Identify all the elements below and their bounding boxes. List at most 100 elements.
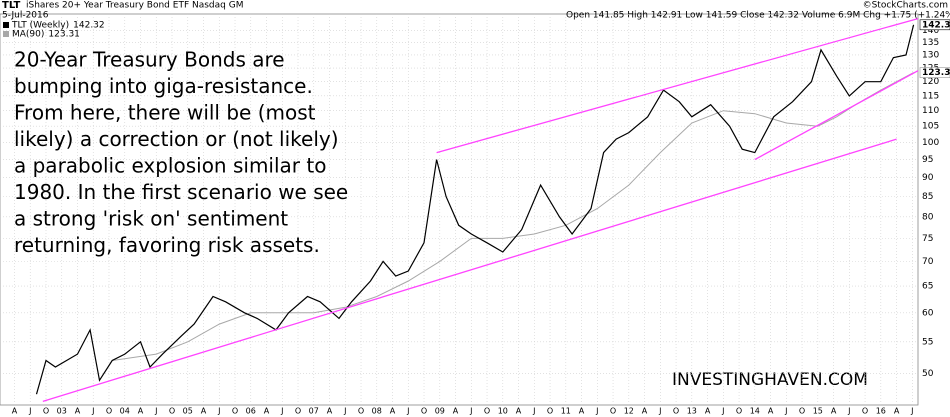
y-tick-label: 50 <box>922 369 934 379</box>
source: ©StockCharts.com <box>863 1 948 11</box>
x-tick-label: A <box>327 407 333 416</box>
x-tick-label: J <box>91 407 94 416</box>
x-tick-label: O <box>169 407 175 416</box>
x-tick-label: O <box>484 407 490 416</box>
x-tick-label: A <box>264 407 270 416</box>
value-tag <box>919 67 950 78</box>
x-tick-label: J <box>847 407 850 416</box>
x-tick-label: A <box>516 407 522 416</box>
x-tick-label: 11 <box>561 407 571 416</box>
watermark: INVESTINGHAVEN.COM <box>672 370 868 390</box>
x-tick-label: J <box>658 407 661 416</box>
legend-value: 123.31 <box>48 30 80 40</box>
x-tick-label: A <box>579 407 585 416</box>
x-tick-label: O <box>862 407 868 416</box>
x-tick-label: 06 <box>246 407 256 416</box>
x-tick-label: A <box>12 407 18 416</box>
annotation-line: returning, favoring risk assets. <box>14 233 320 257</box>
y-tick-label: 55 <box>922 337 933 347</box>
x-tick-label: J <box>784 407 787 416</box>
legend-swatch <box>3 22 9 28</box>
y-tick-label: 65 <box>922 282 933 292</box>
x-tick-label: O <box>673 407 679 416</box>
annotation-line: bumping into giga-resistance. <box>14 74 313 98</box>
x-tick-label: A <box>201 407 207 416</box>
annotation-line: 20-Year Treasury Bonds are <box>14 48 285 72</box>
x-tick-label: J <box>910 407 913 416</box>
x-tick-label: 12 <box>624 407 634 416</box>
symbol: TLT <box>2 0 21 11</box>
y-tick-label: 80 <box>922 212 934 222</box>
price-line <box>112 72 914 361</box>
x-tick-label: 09 <box>435 407 445 416</box>
x-tick-label: 10 <box>498 407 508 416</box>
y-tick-label: 110 <box>922 106 939 116</box>
x-tick-label: 16 <box>876 407 886 416</box>
x-tick-label: O <box>547 407 553 416</box>
x-tick-label: A <box>768 407 774 416</box>
x-tick-label: J <box>469 407 472 416</box>
quote: Open 141.85 High 142.91 Low 141.59 Close… <box>566 11 950 21</box>
x-tick-label: A <box>138 407 144 416</box>
x-tick-label: 07 <box>309 407 319 416</box>
annotation-line: likely) a correction or (not likely) <box>14 127 339 151</box>
legend-label: TLT (Weekly) <box>11 21 69 31</box>
y-tick-label: 135 <box>922 38 939 48</box>
x-tick-label: 04 <box>120 407 130 416</box>
x-tick-label: O <box>421 407 427 416</box>
y-tick-label: 100 <box>922 138 939 148</box>
value-tag-label: 142.32 <box>922 20 950 30</box>
y-tick-label: 90 <box>922 173 934 183</box>
y-tick-label: 60 <box>922 308 934 318</box>
x-tick-label: 13 <box>687 407 697 416</box>
x-tick-label: A <box>894 407 900 416</box>
plot-frame <box>0 13 919 406</box>
x-tick-label: 08 <box>372 407 382 416</box>
x-tick-label: O <box>736 407 742 416</box>
y-tick-label: 130 <box>922 50 939 60</box>
value-tag-label: 123.31 <box>922 68 950 78</box>
x-tick-label: O <box>295 407 301 416</box>
trend-line <box>754 70 919 161</box>
y-tick-label: 120 <box>922 77 939 87</box>
x-tick-label: J <box>406 407 409 416</box>
value-tag <box>919 19 950 31</box>
x-tick-label: A <box>642 407 648 416</box>
y-tick-label: 75 <box>922 234 933 244</box>
legend-value: 142.32 <box>73 21 105 31</box>
legend-label: MA(90) <box>12 30 44 40</box>
x-tick-label: J <box>280 407 283 416</box>
x-tick-label: O <box>106 407 112 416</box>
x-tick-label: A <box>390 407 396 416</box>
x-tick-label: 05 <box>183 407 193 416</box>
date: 5-Jul-2016 <box>2 11 49 21</box>
x-tick-label: J <box>595 407 598 416</box>
x-tick-label: A <box>75 407 81 416</box>
annotation-line: a parabolic explosion similar to <box>14 154 326 178</box>
chart-title: iShares 20+ Year Treasury Bond ETF Nasda… <box>26 1 243 11</box>
x-tick-label: O <box>43 407 49 416</box>
price-line <box>35 24 915 395</box>
x-tick-label: J <box>28 407 31 416</box>
x-tick-label: O <box>358 407 364 416</box>
y-tick-label: 70 <box>922 257 934 267</box>
x-tick-label: A <box>831 407 837 416</box>
trend-line <box>42 138 897 402</box>
x-tick-label: J <box>532 407 535 416</box>
x-tick-label: J <box>217 407 220 416</box>
x-tick-label: A <box>453 407 459 416</box>
x-tick-label: 15 <box>813 407 823 416</box>
trend-line <box>436 17 919 154</box>
annotation-line: From here, there will be (most <box>14 101 316 125</box>
y-tick-label: 85 <box>922 192 933 202</box>
x-tick-label: J <box>154 407 157 416</box>
legend-swatch <box>3 31 9 37</box>
y-tick-label: 115 <box>922 91 939 101</box>
annotation-line: 1980. In the first scenario we see <box>14 180 348 204</box>
x-tick-label: A <box>705 407 711 416</box>
annotation-line: a strong 'risk on' sentiment <box>14 207 288 231</box>
x-tick-label: O <box>610 407 616 416</box>
x-tick-label: 03 <box>57 407 67 416</box>
x-tick-label: J <box>343 407 346 416</box>
